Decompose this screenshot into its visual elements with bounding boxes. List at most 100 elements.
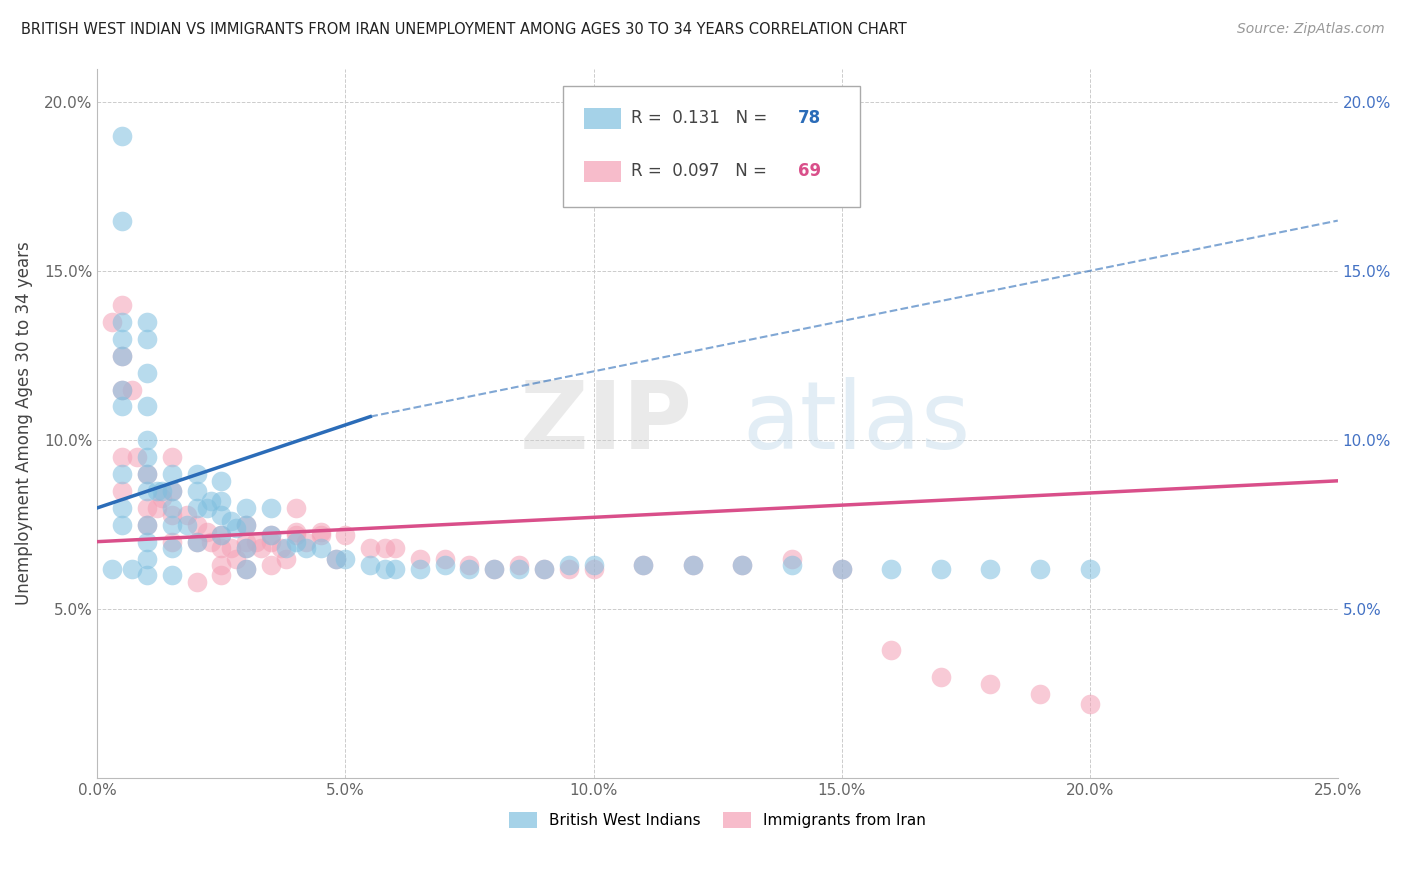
Point: [186, 500, 208, 515]
Point: [374, 541, 396, 556]
Point: [209, 558, 232, 573]
Point: [221, 515, 243, 529]
Point: [631, 558, 654, 573]
Point: [146, 500, 169, 515]
Point: [186, 534, 208, 549]
Point: [160, 508, 183, 522]
Point: [274, 551, 297, 566]
Point: [1029, 687, 1052, 701]
Point: [325, 551, 347, 566]
Y-axis label: Unemployment Among Ages 30 to 34 years: Unemployment Among Ages 30 to 34 years: [15, 242, 32, 606]
Point: [186, 534, 208, 549]
Text: atlas: atlas: [742, 377, 970, 469]
Point: [929, 670, 952, 684]
Point: [136, 467, 159, 481]
Point: [235, 500, 257, 515]
Point: [136, 467, 159, 481]
Point: [235, 541, 257, 556]
Point: [136, 551, 159, 566]
Point: [101, 315, 124, 329]
Point: [359, 558, 381, 573]
Point: [374, 562, 396, 576]
Point: [359, 541, 381, 556]
Point: [880, 562, 903, 576]
Point: [731, 558, 754, 573]
Text: ZIP: ZIP: [520, 377, 693, 469]
Point: [682, 558, 704, 573]
Point: [409, 562, 432, 576]
FancyBboxPatch shape: [562, 87, 860, 207]
Point: [200, 494, 222, 508]
Point: [146, 483, 169, 498]
Point: [111, 383, 134, 397]
Point: [209, 508, 232, 522]
Point: [111, 332, 134, 346]
Point: [557, 562, 579, 576]
Point: [1029, 562, 1052, 576]
Point: [508, 558, 530, 573]
Point: [831, 562, 853, 576]
Point: [111, 298, 134, 312]
Point: [325, 551, 347, 566]
Point: [284, 528, 307, 542]
Point: [136, 534, 159, 549]
Point: [111, 315, 134, 329]
Point: [245, 534, 267, 549]
FancyBboxPatch shape: [583, 161, 621, 182]
Point: [136, 366, 159, 380]
Point: [111, 129, 134, 144]
Text: 69: 69: [799, 162, 821, 180]
Point: [209, 474, 232, 488]
Point: [235, 534, 257, 549]
Point: [136, 400, 159, 414]
Point: [111, 213, 134, 227]
Point: [176, 508, 198, 522]
Point: [235, 517, 257, 532]
Point: [533, 562, 555, 576]
Point: [335, 528, 357, 542]
Point: [136, 332, 159, 346]
Point: [880, 642, 903, 657]
Point: [260, 558, 283, 573]
Point: [225, 551, 247, 566]
Point: [682, 558, 704, 573]
Point: [260, 500, 283, 515]
Text: Source: ZipAtlas.com: Source: ZipAtlas.com: [1237, 22, 1385, 37]
Point: [160, 568, 183, 582]
Point: [186, 517, 208, 532]
Point: [209, 541, 232, 556]
Point: [409, 551, 432, 566]
Point: [150, 483, 173, 498]
Point: [160, 483, 183, 498]
Point: [136, 450, 159, 465]
Point: [294, 534, 316, 549]
Point: [111, 400, 134, 414]
Point: [209, 568, 232, 582]
Point: [433, 551, 456, 566]
Point: [195, 524, 218, 539]
Point: [125, 450, 148, 465]
Point: [160, 500, 183, 515]
Point: [284, 534, 307, 549]
Point: [582, 558, 605, 573]
Point: [270, 541, 292, 556]
Point: [186, 575, 208, 590]
Point: [582, 562, 605, 576]
Point: [309, 541, 332, 556]
Point: [209, 528, 232, 542]
Text: R =  0.131   N =: R = 0.131 N =: [631, 109, 772, 128]
Point: [508, 562, 530, 576]
Point: [284, 524, 307, 539]
Point: [111, 383, 134, 397]
Point: [979, 562, 1001, 576]
Point: [186, 483, 208, 498]
Point: [979, 676, 1001, 690]
Point: [160, 534, 183, 549]
Point: [111, 500, 134, 515]
Point: [260, 534, 283, 549]
Point: [160, 541, 183, 556]
Point: [160, 450, 183, 465]
Point: [111, 450, 134, 465]
Point: [235, 562, 257, 576]
Point: [160, 467, 183, 481]
